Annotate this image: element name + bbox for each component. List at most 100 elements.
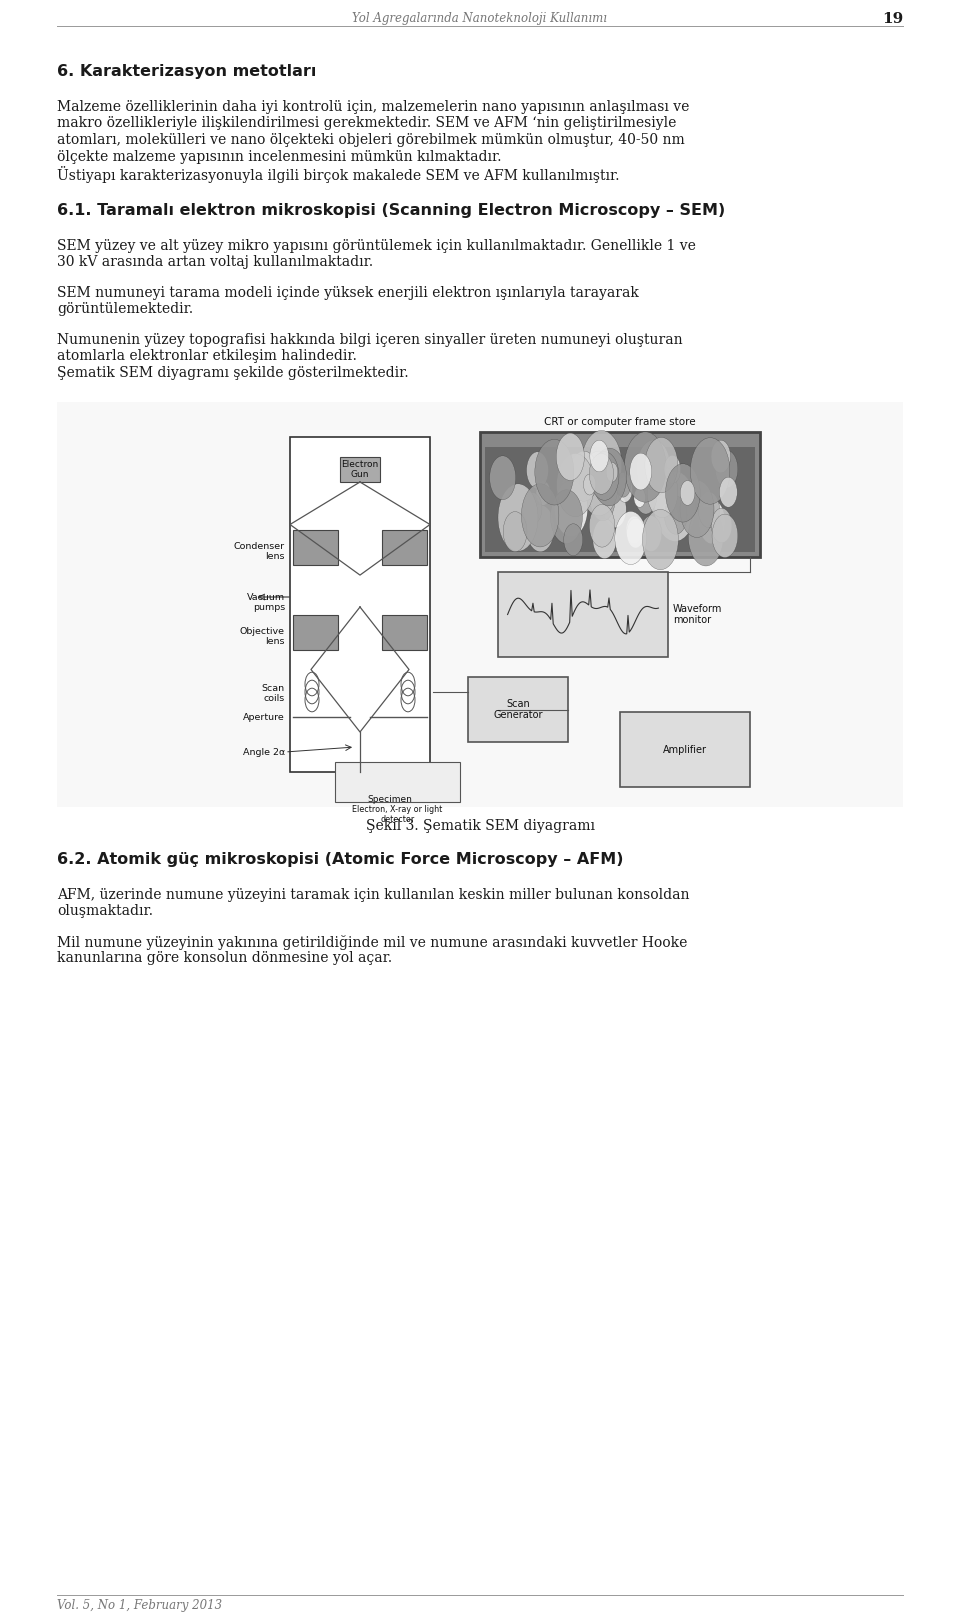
Circle shape <box>630 453 652 490</box>
Circle shape <box>624 432 666 503</box>
Bar <box>293 529 338 564</box>
Text: Malzeme özelliklerinin daha iyi kontrolü için, malzemelerin nano yapısının anlaş: Malzeme özelliklerinin daha iyi kontrolü… <box>57 100 689 115</box>
Circle shape <box>616 472 631 496</box>
Text: SEM numuneyi tarama modeli içinde yüksek enerjili elektron ışınlarıyla tarayarak: SEM numuneyi tarama modeli içinde yüksek… <box>57 286 638 299</box>
Bar <box>293 614 338 650</box>
Circle shape <box>635 477 657 514</box>
Circle shape <box>626 516 642 543</box>
Bar <box>382 529 427 564</box>
Circle shape <box>660 503 679 534</box>
Circle shape <box>664 496 687 534</box>
Bar <box>480 432 760 556</box>
Circle shape <box>569 451 599 501</box>
Text: Numunenin yüzey topografisi hakkında bilgi içeren sinyaller üreten numuneyi oluş: Numunenin yüzey topografisi hakkında bil… <box>57 333 683 346</box>
Text: Mil numune yüzeyinin yakınına getirildiğinde mil ve numune arasındaki kuvvetler : Mil numune yüzeyinin yakınına getirildiğ… <box>57 935 687 949</box>
Circle shape <box>642 509 679 569</box>
Bar <box>355 771 425 792</box>
Circle shape <box>535 440 574 505</box>
Bar <box>335 762 460 802</box>
Circle shape <box>719 477 737 508</box>
Circle shape <box>640 516 661 551</box>
Circle shape <box>664 456 681 483</box>
Circle shape <box>490 456 516 500</box>
Circle shape <box>589 453 613 495</box>
Text: Vol. 5, No 1, February 2013: Vol. 5, No 1, February 2013 <box>57 1599 222 1612</box>
Text: Yol Agregalarında Nanoteknoloji Kullanımı: Yol Agregalarında Nanoteknoloji Kullanım… <box>352 11 608 24</box>
Text: oluşmaktadır.: oluşmaktadır. <box>57 904 153 918</box>
Circle shape <box>550 490 583 543</box>
Circle shape <box>646 469 658 490</box>
Circle shape <box>699 500 725 543</box>
Circle shape <box>615 511 646 564</box>
Circle shape <box>665 464 700 522</box>
Circle shape <box>580 451 618 516</box>
Bar <box>340 458 380 482</box>
Circle shape <box>521 483 559 547</box>
Text: 30 kV arasında artan voltaj kullanılmaktadır.: 30 kV arasında artan voltaj kullanılmakt… <box>57 255 373 268</box>
Text: Amplifier: Amplifier <box>663 744 707 755</box>
Text: Şematik SEM diyagramı şekilde gösterilmektedir.: Şematik SEM diyagramı şekilde gösterilme… <box>57 365 409 380</box>
Circle shape <box>581 430 622 498</box>
Circle shape <box>561 458 588 506</box>
Text: 6.2. Atomik güç mikroskopisi (Atomic Force Microscopy – AFM): 6.2. Atomik güç mikroskopisi (Atomic For… <box>57 852 623 867</box>
Circle shape <box>680 480 714 537</box>
Text: Scan
Generator: Scan Generator <box>493 699 542 720</box>
Text: Electron
Gun: Electron Gun <box>342 459 378 479</box>
Text: Aperture: Aperture <box>243 713 285 721</box>
Circle shape <box>645 437 678 493</box>
Text: Condenser
lens: Condenser lens <box>234 542 285 561</box>
Text: kanunlarına göre konsolun dönmesine yol açar.: kanunlarına göre konsolun dönmesine yol … <box>57 951 392 965</box>
Circle shape <box>536 480 550 505</box>
Text: CRT or computer frame store: CRT or computer frame store <box>544 417 696 427</box>
Circle shape <box>636 440 671 496</box>
Text: ölçekte malzeme yapısının incelenmesini mümkün kılmaktadır.: ölçekte malzeme yapısının incelenmesini … <box>57 149 501 163</box>
Circle shape <box>503 511 527 551</box>
Text: 6.1. Taramalı elektron mikroskopisi (Scanning Electron Microscopy – SEM): 6.1. Taramalı elektron mikroskopisi (Sca… <box>57 202 725 218</box>
Circle shape <box>557 453 594 517</box>
Text: Objective
lens: Objective lens <box>240 627 285 647</box>
Circle shape <box>647 466 678 517</box>
Bar <box>290 437 430 771</box>
Text: atomlarla elektronlar etkileşim halindedir.: atomlarla elektronlar etkileşim halinded… <box>57 349 357 362</box>
Text: Üstiyapı karakterizasyonuyla ilgili birçok makalede SEM ve AFM kullanılmıştır.: Üstiyapı karakterizasyonuyla ilgili birç… <box>57 167 619 183</box>
Text: atomları, molekülleri ve nano ölçekteki objeleri görebilmek mümkün olmuştur, 40-: atomları, molekülleri ve nano ölçekteki … <box>57 133 684 147</box>
Text: Scan
coils: Scan coils <box>262 684 285 703</box>
Text: Waveform
monitor: Waveform monitor <box>673 603 722 626</box>
Circle shape <box>561 475 575 500</box>
Text: Specimen: Specimen <box>368 796 413 804</box>
Circle shape <box>712 514 738 558</box>
Bar <box>485 446 755 551</box>
Circle shape <box>681 480 695 505</box>
Circle shape <box>606 462 618 482</box>
Text: görüntülemektedir.: görüntülemektedir. <box>57 302 193 315</box>
Circle shape <box>627 517 644 548</box>
Circle shape <box>617 477 633 503</box>
Circle shape <box>654 471 696 542</box>
Circle shape <box>688 508 723 566</box>
Circle shape <box>690 438 730 505</box>
Text: Electron, X-ray or light
detector: Electron, X-ray or light detector <box>352 805 443 825</box>
Circle shape <box>526 451 548 488</box>
Bar <box>382 614 427 650</box>
Circle shape <box>498 483 538 551</box>
Circle shape <box>592 448 627 506</box>
Bar <box>57 403 903 807</box>
Text: SEM yüzey ve alt yüzey mikro yapısını görüntülemek için kullanılmaktadır. Genell: SEM yüzey ve alt yüzey mikro yapısını gö… <box>57 238 696 252</box>
Text: Vacuum
pumps: Vacuum pumps <box>247 593 285 613</box>
Text: Angle 2α: Angle 2α <box>243 747 285 757</box>
Circle shape <box>590 451 619 500</box>
Circle shape <box>555 480 588 537</box>
Circle shape <box>526 505 554 551</box>
Circle shape <box>556 433 585 480</box>
Circle shape <box>715 450 738 488</box>
Text: 19: 19 <box>881 11 903 26</box>
Circle shape <box>584 474 596 495</box>
Bar <box>620 711 750 787</box>
Text: 6. Karakterizasyon metotları: 6. Karakterizasyon metotları <box>57 65 317 79</box>
Bar <box>498 572 668 657</box>
Circle shape <box>711 508 732 543</box>
Circle shape <box>604 490 626 527</box>
Bar <box>468 678 568 742</box>
Text: makro özellikleriyle ilişkilendirilmesi gerekmektedir. SEM ve AFM ‘nin geliştiri: makro özellikleriyle ilişkilendirilmesi … <box>57 116 677 131</box>
Circle shape <box>564 524 583 556</box>
